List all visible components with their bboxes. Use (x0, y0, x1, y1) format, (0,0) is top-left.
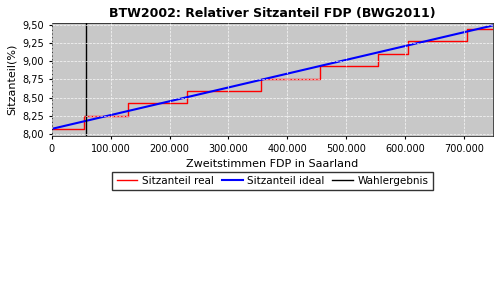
Sitzanteil real (126, 102, 132, 105)
Sitzanteil real (490, 27, 496, 31)
Legend: Sitzanteil real, Sitzanteil ideal, Wahlergebnis: Sitzanteil real, Sitzanteil ideal, Wahle… (112, 172, 432, 190)
Sitzanteil real (316, 64, 322, 68)
Sitzanteil real (346, 64, 352, 68)
Title: BTW2002: Relativer Sitzanteil FDP (BWG2011): BTW2002: Relativer Sitzanteil FDP (BWG20… (109, 7, 436, 20)
Sitzanteil real (478, 27, 484, 31)
Sitzanteil real (199, 89, 205, 93)
Sitzanteil real (464, 27, 469, 31)
Sitzanteil real (405, 40, 411, 43)
Sitzanteil real (287, 77, 293, 80)
Sitzanteil real (376, 52, 382, 56)
Sitzanteil real (96, 114, 102, 118)
Sitzanteil real (81, 114, 87, 118)
Sitzanteil real (155, 102, 161, 105)
Sitzanteil real (228, 89, 234, 93)
Sitzanteil real (331, 64, 337, 68)
Sitzanteil real (214, 89, 220, 93)
Sitzanteil real (258, 77, 264, 80)
Sitzanteil real (140, 102, 146, 105)
Sitzanteil real (360, 64, 366, 68)
Sitzanteil real (302, 77, 308, 80)
Sitzanteil real (449, 40, 455, 43)
Sitzanteil real (66, 127, 72, 131)
Sitzanteil real (390, 52, 396, 56)
X-axis label: Zweitstimmen FDP in Saarland: Zweitstimmen FDP in Saarland (186, 159, 358, 169)
Sitzanteil real (243, 89, 249, 93)
Sitzanteil real (272, 77, 278, 80)
Y-axis label: Sitzanteil(%): Sitzanteil(%) (7, 44, 17, 115)
Sitzanteil real (434, 40, 440, 43)
Sitzanteil real (110, 114, 116, 118)
Sitzanteil real (420, 40, 426, 43)
Sitzanteil real (49, 127, 55, 131)
Sitzanteil real (170, 102, 175, 105)
Line: Sitzanteil real: Sitzanteil real (52, 29, 493, 129)
Sitzanteil real (184, 89, 190, 93)
